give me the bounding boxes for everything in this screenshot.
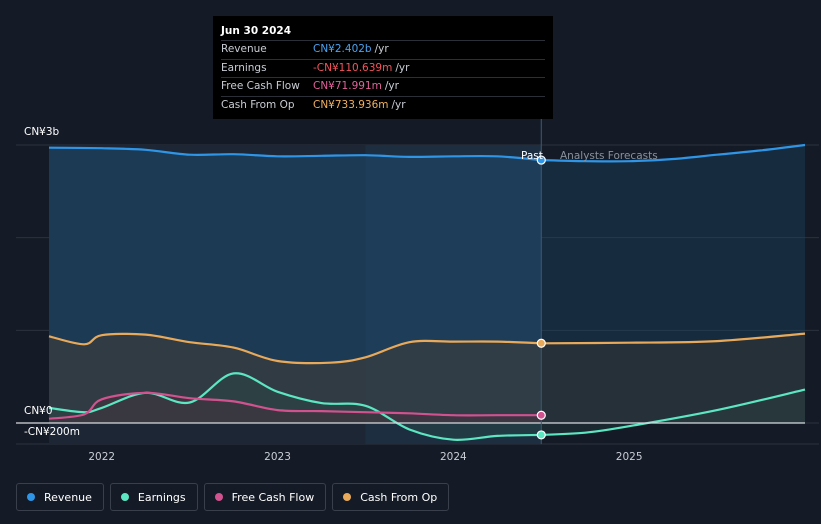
x-tick-2022: 2022 bbox=[88, 451, 116, 463]
revenue-marker bbox=[536, 155, 546, 165]
legend-dot-icon bbox=[343, 493, 352, 501]
revenue-line bbox=[48, 146, 542, 162]
legend-dot-icon bbox=[120, 493, 129, 501]
tooltip-value: CN¥2.402b bbox=[313, 43, 372, 55]
tooltip-date: Jun 30 2024 bbox=[221, 22, 545, 41]
legend-label: Free Cash Flow bbox=[231, 490, 315, 504]
revenue-forecast-line bbox=[541, 143, 806, 163]
tooltip-unit: /yr bbox=[374, 43, 389, 55]
forecast-label: Analysts Forecasts bbox=[560, 150, 658, 162]
tooltip-unit: /yr bbox=[384, 80, 399, 92]
y-tick-neg200m: -CN¥200m bbox=[24, 426, 80, 438]
tooltip-row-revenue: Revenue CN¥2.402b /yr bbox=[221, 41, 545, 60]
legend-label: Cash From Op bbox=[360, 490, 438, 504]
tooltip-value: CN¥71.991m bbox=[313, 80, 382, 92]
tooltip-value: CN¥733.936m bbox=[313, 98, 389, 111]
tooltip-row-fcf: Free Cash Flow CN¥71.991m /yr bbox=[221, 78, 545, 97]
tooltip-label: Cash From Op bbox=[221, 98, 295, 111]
series-lines bbox=[48, 143, 806, 441]
past-label: Past bbox=[521, 150, 543, 162]
revenue-area bbox=[49, 147, 542, 423]
free-cash-flow-marker bbox=[536, 410, 546, 420]
legend-dot-icon bbox=[27, 493, 35, 501]
legend-item-free-cash-flow[interactable]: Free Cash Flow bbox=[203, 483, 327, 511]
tooltip-label: Revenue bbox=[221, 43, 267, 55]
tooltip-label: Free Cash Flow bbox=[221, 80, 300, 92]
tooltip: Jun 30 2024 Revenue CN¥2.402b /yr Earnin… bbox=[213, 16, 553, 119]
tooltip-value: -CN¥110.639m bbox=[313, 61, 393, 74]
earnings-line bbox=[48, 372, 542, 441]
legend-label: Revenue bbox=[44, 490, 92, 504]
tooltip-label: Earnings bbox=[221, 61, 267, 74]
legend-item-cash-from-op[interactable]: Cash From Op bbox=[332, 483, 450, 511]
tooltip-unit: /yr bbox=[395, 61, 410, 74]
x-tick-2024: 2024 bbox=[439, 451, 467, 463]
tooltip-unit: /yr bbox=[391, 98, 406, 111]
cash-from-op-line bbox=[48, 332, 542, 365]
x-tick-2025: 2025 bbox=[615, 451, 643, 463]
legend-item-earnings[interactable]: Earnings bbox=[109, 483, 198, 511]
series-markers bbox=[536, 155, 546, 440]
cash-from-op-marker bbox=[536, 338, 546, 348]
free-cash-flow-line bbox=[48, 391, 542, 420]
y-tick-3b: CN¥3b bbox=[24, 126, 60, 138]
earnings-forecast-line bbox=[541, 388, 806, 436]
x-tick-2023: 2023 bbox=[264, 451, 291, 463]
legend-item-revenue[interactable]: Revenue bbox=[16, 483, 104, 511]
tooltip-row-earnings: Earnings -CN¥110.639m /yr bbox=[221, 60, 545, 78]
earnings-marker bbox=[536, 430, 546, 440]
cash-from-op-forecast-line bbox=[541, 332, 806, 345]
cash-from-op-forecast-area bbox=[541, 333, 805, 423]
y-tick-0: CN¥0 bbox=[24, 405, 53, 417]
legend-label: Earnings bbox=[137, 490, 186, 504]
legend-dot-icon bbox=[214, 493, 223, 501]
revenue-forecast-area bbox=[541, 145, 805, 423]
tooltip-row-cfo: Cash From Op CN¥733.936m /yr bbox=[221, 97, 545, 115]
legend: Revenue Earnings Free Cash Flow Cash Fro… bbox=[16, 483, 450, 511]
